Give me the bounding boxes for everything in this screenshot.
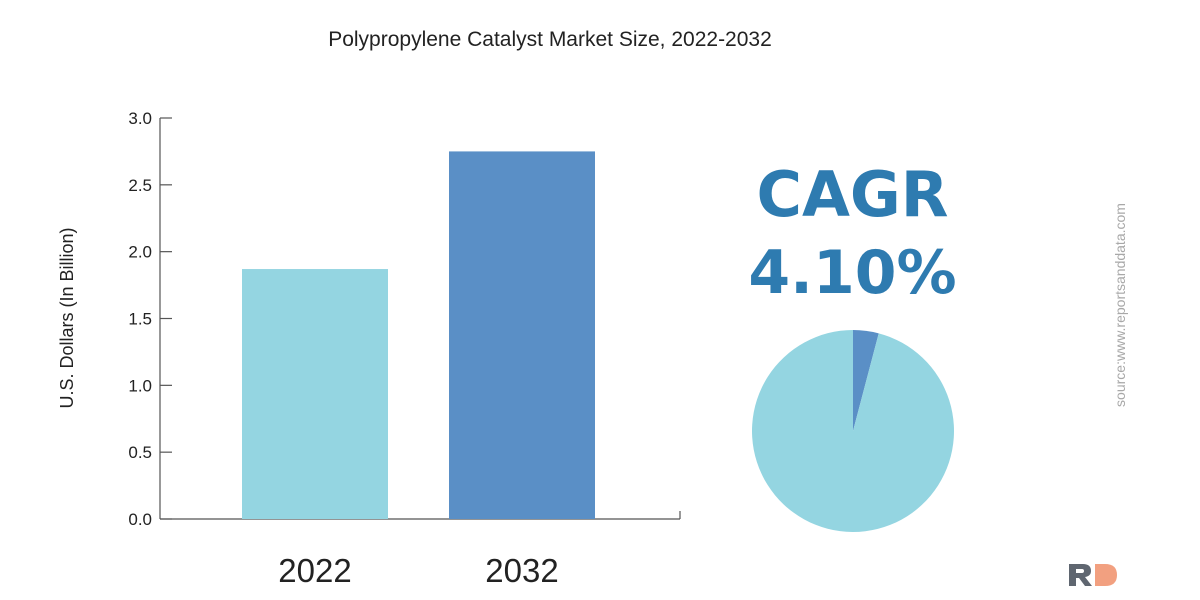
pie-slice-0 — [853, 330, 879, 431]
y-tick-label: 3.0 — [128, 109, 152, 128]
pie-slice-1 — [752, 330, 955, 532]
rd-logo — [1069, 564, 1117, 586]
y-tick-label: 1.0 — [128, 376, 152, 395]
bar-2022 — [242, 269, 388, 519]
y-axis-label: U.S. Dollars (In Billion) — [57, 227, 77, 408]
cagr-value: 4.10% — [748, 238, 957, 308]
y-tick-label: 1.5 — [128, 310, 152, 329]
bar-2032 — [449, 151, 595, 519]
x-tick-label: 2022 — [278, 552, 351, 589]
x-tick-label: 2032 — [485, 552, 558, 589]
cagr-label: CAGR — [756, 158, 949, 231]
y-tick-label: 2.0 — [128, 243, 152, 262]
y-tick-label: 0.0 — [128, 510, 152, 529]
source-text: source:www.reportsanddata.com — [1112, 203, 1128, 407]
y-tick-label: 0.5 — [128, 443, 152, 462]
chart-title: Polypropylene Catalyst Market Size, 2022… — [328, 28, 772, 51]
y-tick-label: 2.5 — [128, 176, 152, 195]
